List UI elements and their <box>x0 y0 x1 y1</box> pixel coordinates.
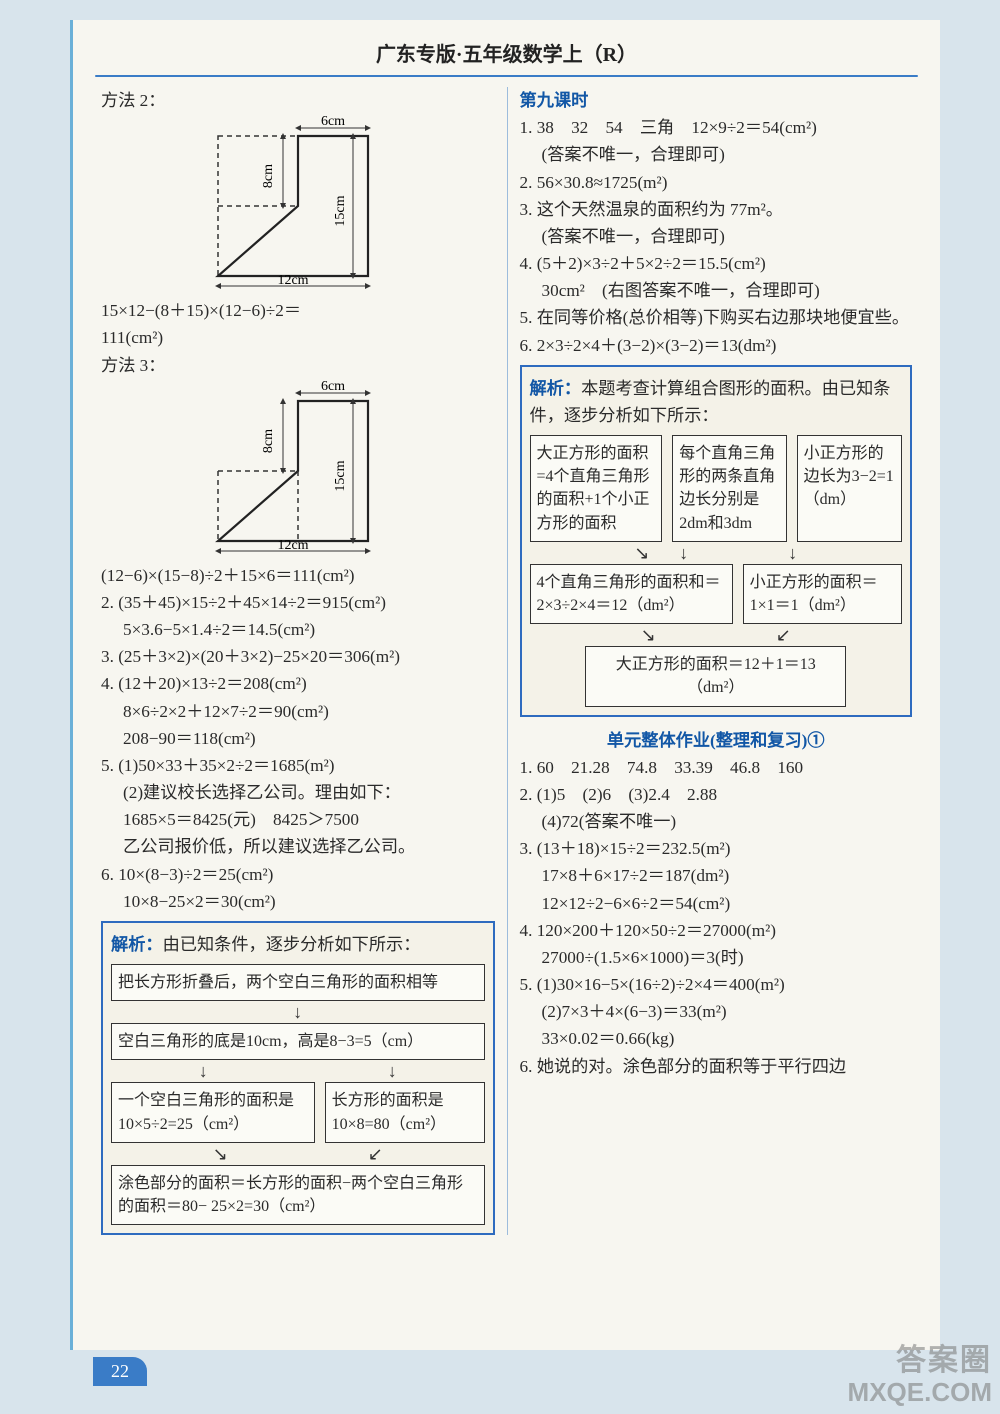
r-q4a: 4. (5＋2)×3÷2＋5×2÷2＝15.5(cm²) <box>520 250 913 277</box>
r-q1: 1. 38 32 54 三角 12×9÷2＝54(cm²) <box>520 114 913 141</box>
q4b: 8×6÷2×2＋12×7÷2＝90(cm²) <box>101 698 495 725</box>
q5c: 1685×5＝8425(元) 8425＞7500 <box>101 806 495 833</box>
flow-l3b: 长方形的面积是 10×8=80（cm²） <box>325 1082 485 1142</box>
u6: 6. 她说的对。涂色部分的面积等于平行四边 <box>520 1053 913 1080</box>
flow-r1c2: 每个直角三角形的两条直角边长分别是2dm和3dm <box>672 435 786 542</box>
arrow: ↓ <box>111 1003 485 1021</box>
dim-top: 6cm <box>321 116 345 129</box>
r-q5: 5. 在同等价格(总价相等)下购买右边那块地便宜些。 <box>520 304 913 331</box>
u3a: 3. (13＋18)×15÷2＝232.5(m²) <box>520 835 913 862</box>
right-analysis-intro: 解析：本题考查计算组合图形的面积。由已知条件，逐步分析如下所示： <box>530 375 903 429</box>
class9-title: 第九课时 <box>520 87 913 114</box>
flow-r2: 4个直角三角形的面积和＝2×3÷2×4＝12（dm²） 小正方形的面积＝1×1＝… <box>530 564 903 624</box>
r-q3b: (答案不唯一，合理即可) <box>520 223 913 250</box>
page-header: 广东专版·五年级数学上（R） <box>95 38 918 71</box>
watermark: 答案圈 MXQE.COM <box>848 1344 992 1408</box>
diagram-method2: 6cm 8cm 15cm 12cm <box>188 116 408 291</box>
m3-eq: (12−6)×(15−8)÷2＋15×6＝111(cm²) <box>101 562 495 589</box>
right-analysis-box: 解析：本题考查计算组合图形的面积。由已知条件，逐步分析如下所示： 大正方形的面积… <box>520 365 913 717</box>
q3: 3. (25＋3×2)×(20＋3×2)−25×20＝306(m²) <box>101 643 495 670</box>
flow-r2c2: 小正方形的面积＝1×1＝1（dm²） <box>743 564 902 624</box>
u5b: (2)7×3＋4×(6−3)＝33(m²) <box>520 998 913 1025</box>
r-q1b: (答案不唯一，合理即可) <box>520 141 913 168</box>
method2-label: 方法 2： <box>101 87 495 114</box>
flow-r2c1: 4个直角三角形的面积和＝2×3÷2×4＝12（dm²） <box>530 564 733 624</box>
left-analysis-intro: 解析：由已知条件，逐步分析如下所示： <box>111 931 485 958</box>
flow-l3-row: 一个空白三角形的面积是 10×5÷2=25（cm²） 长方形的面积是 10×8=… <box>111 1082 485 1142</box>
dim-bottom: 12cm <box>277 273 308 288</box>
dim-left: 8cm <box>261 164 276 188</box>
q5d: 乙公司报价低，所以建议选择乙公司。 <box>101 833 495 860</box>
dim-right: 15cm <box>333 196 348 227</box>
svg-text:6cm: 6cm <box>321 381 345 394</box>
svg-text:12cm: 12cm <box>277 538 308 553</box>
q2b: 5×3.6−5×1.4÷2＝14.5(cm²) <box>101 616 495 643</box>
left-analysis-box: 解析：由已知条件，逐步分析如下所示： 把长方形折叠后，两个空白三角形的面积相等 … <box>101 921 495 1235</box>
r-q4b: 30cm² (右图答案不唯一，合理即可) <box>520 277 913 304</box>
arrow: ↘↓↓ <box>530 544 903 562</box>
unit-title: 单元整体作业(整理和复习)① <box>520 727 913 754</box>
m2-eq1: 15×12−(8＋15)×(12−6)÷2＝ <box>101 297 495 324</box>
q6a: 6. 10×(8−3)÷2＝25(cm²) <box>101 861 495 888</box>
q2a: 2. (35＋45)×15÷2＋45×14÷2＝915(cm²) <box>101 589 495 616</box>
left-column: 方法 2： 6cm 8cm 15cm 12cm <box>95 87 507 1235</box>
flow-r1c1: 大正方形的面积=4个直角三角形的面积+1个小正方形的面积 <box>530 435 663 542</box>
two-column-layout: 方法 2： 6cm 8cm 15cm 12cm <box>95 87 918 1235</box>
u5a: 5. (1)30×16−5×(16÷2)÷2×4＝400(m²) <box>520 971 913 998</box>
q6b: 10×8−25×2＝30(cm²) <box>101 888 495 915</box>
method3-label: 方法 3： <box>101 352 495 379</box>
page: 广东专版·五年级数学上（R） 方法 2： 6cm 8cm <box>70 20 940 1350</box>
u4b: 27000÷(1.5×6×1000)＝3(时) <box>520 944 913 971</box>
flow-l1: 把长方形折叠后，两个空白三角形的面积相等 <box>111 964 485 1001</box>
q4a: 4. (12＋20)×13÷2＝208(cm²) <box>101 670 495 697</box>
u2a: 2. (1)5 (2)6 (3)2.4 2.88 <box>520 781 913 808</box>
r-q6: 6. 2×3÷2×4＋(3−2)×(3−2)＝13(dm²) <box>520 332 913 359</box>
arrow: ↓↓ <box>111 1062 485 1080</box>
r-q3a: 3. 这个天然温泉的面积约为 77m²。 <box>520 196 913 223</box>
flow-r3: 大正方形的面积＝12＋1＝13（dm²） <box>530 646 903 706</box>
u5c: 33×0.02＝0.66(kg) <box>520 1025 913 1052</box>
header-rule <box>95 75 918 77</box>
svg-text:8cm: 8cm <box>261 429 276 453</box>
svg-text:15cm: 15cm <box>333 460 348 491</box>
r-q2: 2. 56×30.8≈1725(m²) <box>520 169 913 196</box>
flow-r1: 大正方形的面积=4个直角三角形的面积+1个小正方形的面积 每个直角三角形的两条直… <box>530 435 903 542</box>
right-column: 第九课时 1. 38 32 54 三角 12×9÷2＝54(cm²) (答案不唯… <box>507 87 919 1235</box>
flow-l3a: 一个空白三角形的面积是 10×5÷2=25（cm²） <box>111 1082 315 1142</box>
watermark-en: MXQE.COM <box>848 1378 992 1408</box>
q5a: 5. (1)50×33＋35×2÷2＝1685(m²) <box>101 752 495 779</box>
arrow: ↘↙ <box>530 626 903 644</box>
flow-l2: 空白三角形的底是10cm，高是8−3=5（cm） <box>111 1023 485 1060</box>
flow-r1c3: 小正方形的边长为3−2=1（dm） <box>797 435 902 542</box>
page-number: 22 <box>93 1357 147 1386</box>
q4c: 208−90＝118(cm²) <box>101 725 495 752</box>
u3c: 12×12÷2−6×6÷2＝54(cm²) <box>520 890 913 917</box>
u1: 1. 60 21.28 74.8 33.39 46.8 160 <box>520 754 913 781</box>
u3b: 17×8＋6×17÷2＝187(dm²) <box>520 862 913 889</box>
watermark-ch: 答案圈 <box>848 1344 992 1379</box>
m2-eq2: 111(cm²) <box>101 324 495 351</box>
flow-r3c: 大正方形的面积＝12＋1＝13（dm²） <box>585 646 846 706</box>
flow-l4: 涂色部分的面积＝长方形的面积−两个空白三角形的面积＝80− 25×2=30（cm… <box>111 1165 485 1225</box>
diagram-method3: 6cm 8cm 15cm 12cm <box>188 381 408 556</box>
u4a: 4. 120×200＋120×50÷2＝27000(m²) <box>520 917 913 944</box>
q5b: (2)建议校长选择乙公司。理由如下： <box>101 779 495 806</box>
u2b: (4)72(答案不唯一) <box>520 808 913 835</box>
arrow: ↘↙ <box>111 1145 485 1163</box>
